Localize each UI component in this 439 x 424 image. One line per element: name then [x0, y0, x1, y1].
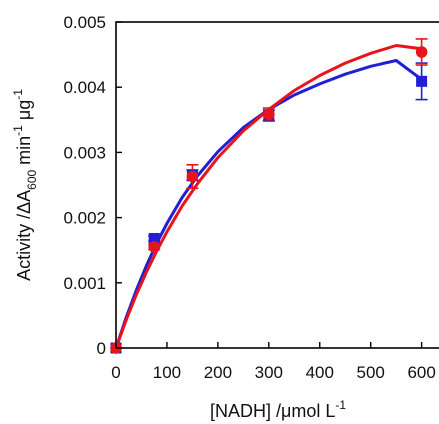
x-axis-title: [NADH] /μmol L-1 — [210, 398, 346, 421]
fit-curve-0 — [114, 59, 424, 350]
y-axis-title-part: μg — [14, 100, 34, 125]
x-tick-label: 200 — [204, 363, 232, 382]
y-tick-label: 0.003 — [63, 143, 106, 162]
y-tick-label: 0.002 — [63, 209, 106, 228]
y-tick-label: 0 — [97, 339, 106, 358]
y-axis-title: Activity /ΔA600 min-1 μg-1 — [11, 89, 39, 281]
fit-curve-1 — [114, 44, 424, 350]
y-axis-title-part: min — [14, 136, 34, 170]
y-tick-label: 0.004 — [63, 78, 106, 97]
x-tick-label: 600 — [407, 363, 435, 382]
y-axis: 0 0.001 0.002 0.003 0.004 0.005 — [63, 13, 122, 358]
x-tick-label: 500 — [357, 363, 385, 382]
x-tick-label: 300 — [255, 363, 283, 382]
data-markers — [110, 46, 428, 354]
x-tick-label: 400 — [306, 363, 334, 382]
data-point-square — [148, 232, 160, 244]
y-axis-title-part: -1 — [11, 89, 25, 100]
data-point-circle — [263, 108, 275, 121]
y-axis-title-part: 600 — [25, 170, 39, 190]
data-point-square — [416, 75, 428, 87]
y-axis-title-part: -1 — [11, 125, 25, 136]
y-axis-title-part: Activity /ΔA — [14, 190, 34, 281]
y-tick-label: 0.005 — [63, 13, 106, 32]
data-point-circle — [186, 170, 199, 183]
fit-curves — [114, 44, 424, 350]
plot-frame — [115, 21, 439, 349]
x-tick-label: 0 — [111, 363, 120, 382]
y-tick-label: 0.001 — [63, 274, 106, 293]
error-bars — [148, 38, 428, 251]
x-axis: 0 100 200 300 400 500 600 — [111, 342, 436, 382]
data-point-circle — [148, 241, 161, 253]
x-tick-label: 100 — [153, 363, 181, 382]
data-point-circle — [415, 46, 428, 58]
plot-area — [110, 21, 439, 354]
